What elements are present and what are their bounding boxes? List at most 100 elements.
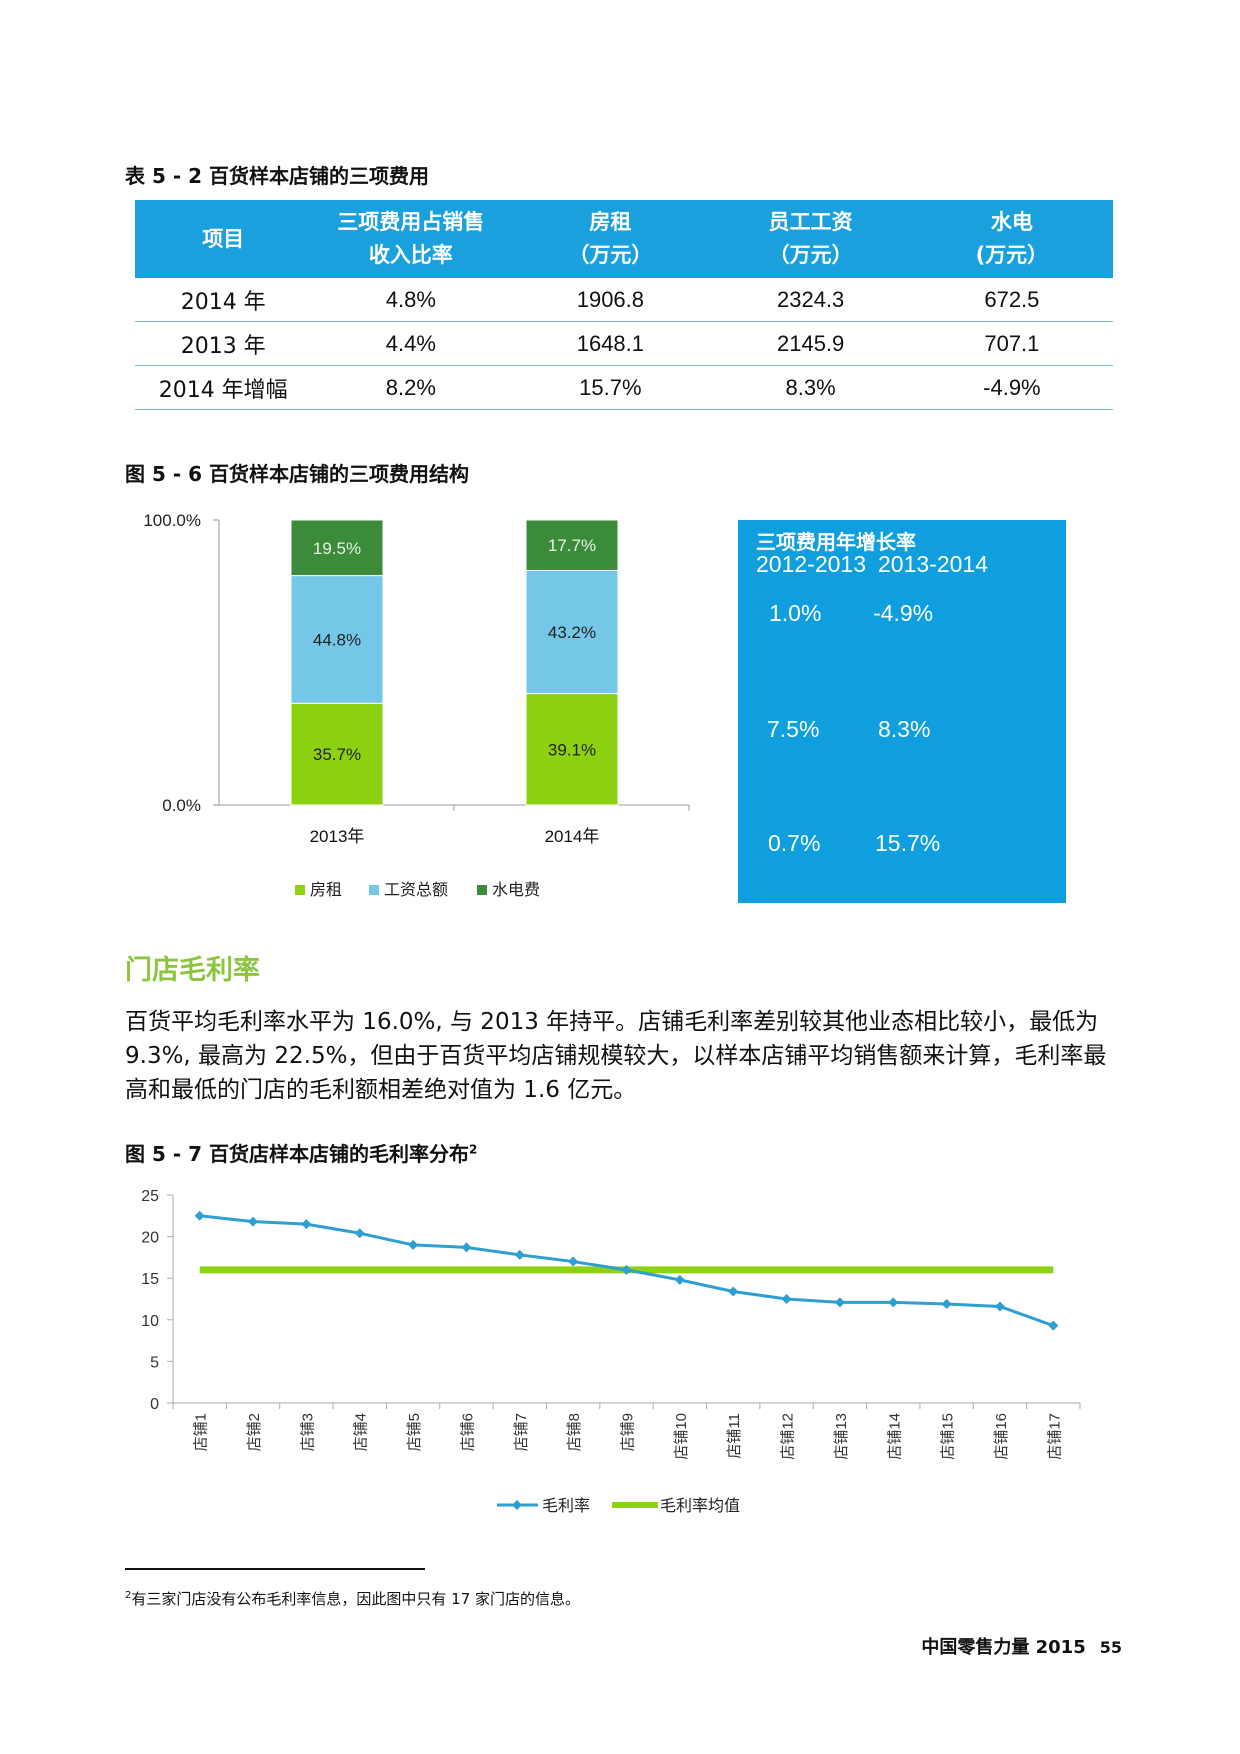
fig7-caption-text: 图 5 - 7 百货店样本店铺的毛利率分布 [125,1142,469,1166]
table-cell: 8.2% [311,365,511,410]
x-tick-label: 店铺11 [726,1413,743,1459]
table-cell: 15.7% [510,365,711,410]
x-tick-label: 店铺7 [513,1413,530,1451]
y-tick-label: 15 [141,1271,159,1288]
legend-label: 毛利率均值 [660,1497,740,1515]
legend-label: 水电费 [492,881,540,899]
cost-table-header: 项目 三项费用占销售 收入比率 房租 （万元） 员工工资 （万元） 水电 (万元） [135,200,1113,278]
footnote-mark: 2 [125,1590,132,1601]
x-tick-label: 店铺1 [193,1413,210,1451]
x-tick-label: 店铺16 [993,1413,1010,1460]
y-tick-label: 20 [141,1230,159,1247]
data-point [408,1239,419,1250]
footnote-divider [125,1568,425,1570]
x-tick-label: 2014年 [545,827,600,846]
table-cell: 1906.8 [510,278,711,322]
table-row: 2014 年增幅 8.2% 15.7% 8.3% -4.9% [135,365,1113,410]
bar-data-label: 43.2% [548,623,596,642]
fig6-y-label-bottom: 0.0% [162,796,201,815]
cost-table-body: 2014 年 4.8% 1906.8 2324.3 672.5 2013 年 4.4% 164… [135,278,1113,410]
data-point [621,1264,632,1275]
footnote: 2有三家门店没有公布毛利率信息，因此图中只有 17 家门店的信息。 [125,1588,580,1609]
header-line: （万元） [768,243,853,267]
table-cell: 1648.1 [510,321,711,366]
x-tick-label: 店铺15 [940,1413,957,1460]
table-cell: 2324.3 [710,278,911,322]
growth-col-header-1: 2012-2013 [756,551,866,577]
bar-segment [290,702,384,806]
legend-swatch [477,885,487,895]
page-number: 55 [1099,1638,1122,1657]
cost-structure-chart: 100.0% 0.0% 35.7% 44.8% 19.5% 2013年 39.1% 43.… [143,511,690,899]
x-tick-label: 店铺12 [780,1413,797,1460]
body-paragraph: 百货平均毛利率水平为 16.0%, 与 2013 年持平。店铺毛利率差别较其他业… [125,1009,1107,1103]
fig6-bars: 35.7% 44.8% 19.5% 2013年 39.1% 43.2% 17.7% 2014年 [290,519,619,846]
data-point [834,1297,845,1308]
fig7-lines [194,1210,1059,1331]
x-tick-label: 店铺13 [833,1413,850,1460]
legend-swatch [295,885,305,895]
legend-marker [512,1500,522,1510]
table-row: 2014 年 4.8% 1906.8 2324.3 672.5 [135,278,1113,322]
row-label: 2014 年 [135,278,312,322]
row-label: 2014 年增幅 [135,365,312,410]
header-line: 房租 [589,210,632,234]
header-line: 收入比率 [368,243,453,267]
data-point [514,1249,525,1260]
cost-table-header-cell: 三项费用占销售 收入比率 [311,200,511,278]
cost-table-header-cell: 员工工资 （万元） [710,200,911,278]
table-cell: -4.9% [910,365,1113,410]
x-tick-label: 店铺14 [886,1413,903,1460]
growth-value: 8.3% [878,716,931,742]
growth-box-title: 三项费用年增长率 [756,530,916,554]
section-title: 门店毛利率 [125,955,260,986]
x-tick-label: 2013年 [310,827,365,846]
footnote-text: 有三家门店没有公布毛利率信息，因此图中只有 17 家门店的信息。 [131,1590,581,1608]
table-cell: 8.3% [710,365,911,410]
cost-table-header-cell: 房租 （万元） [510,200,711,278]
legend-label: 毛利率 [542,1497,590,1515]
gross-margin-chart: 0 5 10 15 20 25 店铺1 店铺2 店铺3 店铺4 店铺5 店铺6 店铺7 店铺8 店铺9 店铺1… [141,1188,1081,1515]
x-tick-label: 店铺8 [566,1413,583,1451]
fig7-footnote-ref: 2 [468,1142,478,1157]
x-tick-label: 店铺5 [406,1413,423,1451]
bar-segment [290,519,384,577]
legend-swatch [369,885,379,895]
bar-data-label: 17.7% [548,536,596,555]
bar-segment [525,569,619,695]
data-point [248,1216,259,1227]
data-point [994,1301,1005,1312]
growth-value: 0.7% [768,830,821,856]
table-cell: 2145.9 [710,321,911,366]
data-point [301,1219,312,1230]
x-tick-label: 店铺10 [673,1413,690,1460]
growth-col-header-2: 2013-2014 [878,551,988,577]
cost-table-header-cell: 项目 [135,200,312,278]
fig6-caption: 图 5 - 6 百货样本店铺的三项费用结构 [125,462,469,486]
data-point [781,1294,792,1304]
fig7-axes: 0 5 10 15 20 25 店铺1 店铺2 店铺3 店铺4 店铺5 店铺6 店铺7 店铺8 店铺9 店铺1… [141,1188,1081,1460]
x-tick-label: 店铺17 [1046,1413,1063,1460]
y-tick-label: 25 [141,1188,159,1205]
header-line: 项目 [202,226,245,251]
header-line: 三项费用占销售 [337,210,485,234]
y-tick-label: 5 [150,1354,159,1371]
fig6-y-label-top: 100.0% [143,511,201,530]
x-tick-label: 店铺6 [459,1413,476,1451]
page-footer: 中国零售力量 2015 55 [921,1633,1122,1659]
growth-rate-box: 三项费用年增长率 2012-2013 2013-2014 1.0% -4.9% … [738,520,1066,903]
table-caption: 表 5 - 2 百货样本店铺的三项费用 [125,164,429,188]
table-cell: 707.1 [910,321,1113,366]
bar-data-label: 44.8% [313,630,361,649]
bar-segment [525,519,619,571]
y-tick-label: 0 [150,1396,159,1413]
legend-label: 工资总额 [384,881,448,899]
bar-data-label: 19.5% [313,539,361,558]
data-point [568,1256,579,1267]
growth-value: 15.7% [875,830,941,856]
row-label: 2013 年 [135,321,312,366]
x-tick-label: 店铺2 [246,1413,263,1451]
data-point [194,1210,205,1221]
data-point [461,1242,472,1253]
data-point [1048,1320,1059,1331]
